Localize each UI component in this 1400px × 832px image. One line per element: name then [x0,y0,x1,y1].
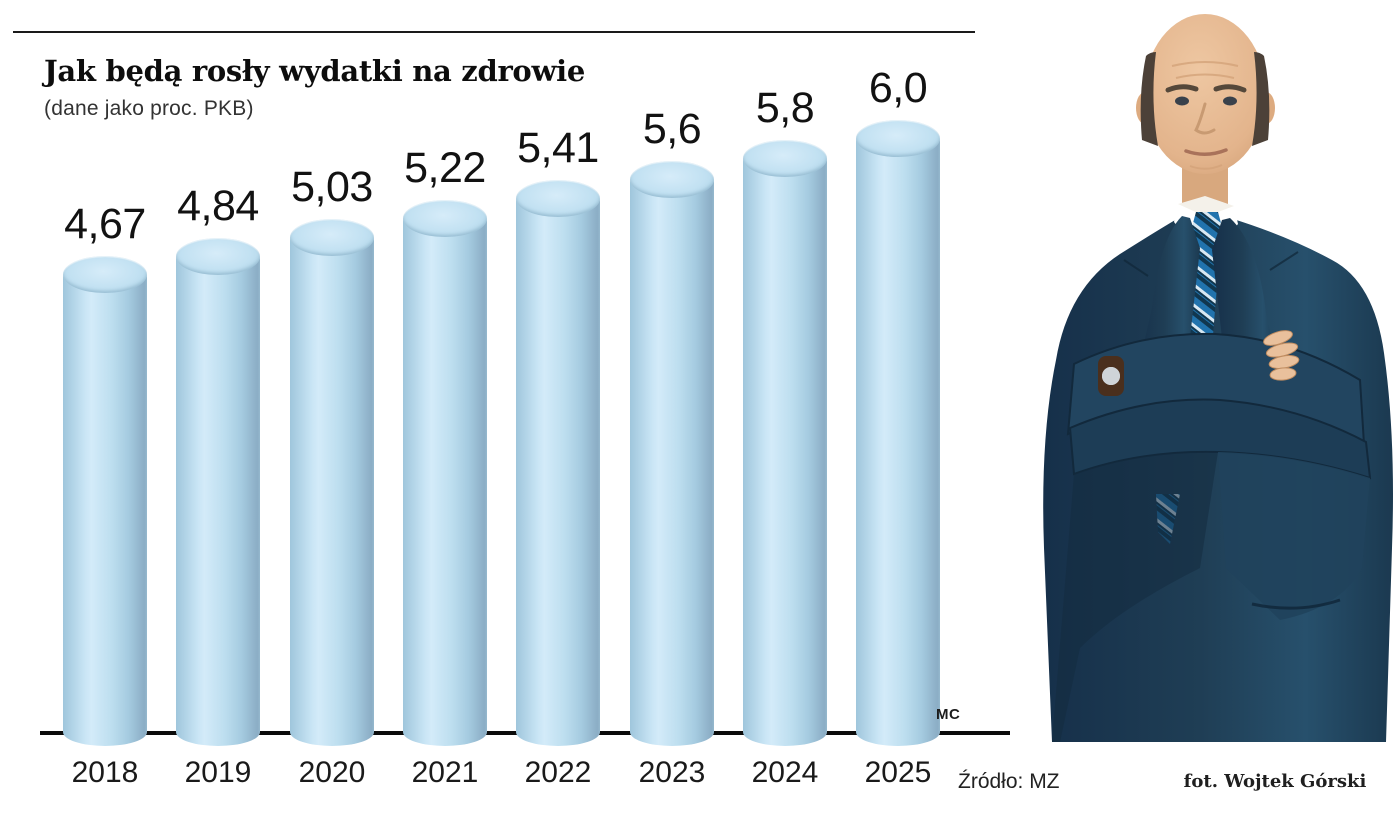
politician-photo [1040,8,1396,742]
top-divider-rule [13,31,975,33]
cylinder-top-ellipse [176,238,260,275]
cylinder-top-ellipse [63,256,147,293]
eyebrow-left [1165,84,1199,93]
cylinder-top-ellipse [516,180,600,217]
eye-right [1223,96,1237,106]
bar-value-label: 4,84 [177,182,259,230]
cylinder-body [630,179,714,746]
bar-cylinder [63,256,147,746]
bar-cylinder [176,238,260,746]
bar-value-label: 5,22 [404,144,486,192]
bar-value-label: 5,8 [755,84,815,132]
bar-year-label: 2025 [864,756,932,789]
bar-value-label: 4,67 [64,200,146,248]
bar-cylinder [516,180,600,746]
bar-cylinder [403,200,487,746]
head [1136,14,1275,174]
cylinder-body [403,218,487,746]
cylinder-body [63,274,147,746]
graphic-author-initials: MC [936,706,961,723]
cylinder-body [290,237,374,746]
cylinder-top-ellipse [630,161,714,198]
bar-cylinder [743,140,827,746]
bar-year-label: 2021 [411,756,479,789]
bar-year-label: 2022 [524,756,592,789]
cylinder-body [516,198,600,746]
bar-value-label: 5,03 [291,163,373,211]
bar-year-label: 2020 [298,756,366,789]
man-arms-crossed-illustration [1043,14,1393,742]
jacket-shadow [1052,451,1218,742]
bar-value-label: 5,41 [517,124,599,172]
chart-subtitle: (dane jako proc. PKB) [44,97,254,120]
forehead-wrinkles [1171,61,1239,79]
tie-knot [1190,212,1224,234]
lapel-notch-line [1123,251,1299,277]
mouth [1184,148,1228,156]
wrist-watch [1098,356,1124,396]
bar-value-label: 6,0 [868,64,928,112]
cylinder-top-ellipse [856,120,940,157]
hair-left [1140,52,1158,146]
eyebrow-right [1213,84,1247,93]
bar-year-label: 2024 [751,756,819,789]
hair-right [1252,52,1270,146]
bar-value-label: 5,6 [642,105,702,153]
cylinder-body [176,256,260,746]
bar-cylinder [630,161,714,746]
pocket-line [1251,598,1341,610]
chin-crease [1189,164,1223,170]
bar-cylinder [856,120,940,746]
cylinder-body [856,138,940,746]
jacket-flap [1218,452,1370,620]
bar-year-label: 2019 [184,756,252,789]
source-note: Źródło: MZ [958,770,1060,793]
hand-fingers [1263,330,1300,381]
cylinder-body [743,158,827,746]
photo-caption: fot. Wojtek Górski [1183,771,1367,792]
bar-cylinder [290,219,374,746]
eye-left [1175,96,1189,106]
chart-title: Jak będą rosły wydatki na zdrowie [44,54,586,88]
cylinder-top-ellipse [290,219,374,256]
bar-year-label: 2018 [71,756,139,789]
bar-year-label: 2023 [638,756,706,789]
nose [1194,102,1216,135]
cylinder-top-ellipse [403,200,487,237]
cylinder-top-ellipse [743,140,827,177]
